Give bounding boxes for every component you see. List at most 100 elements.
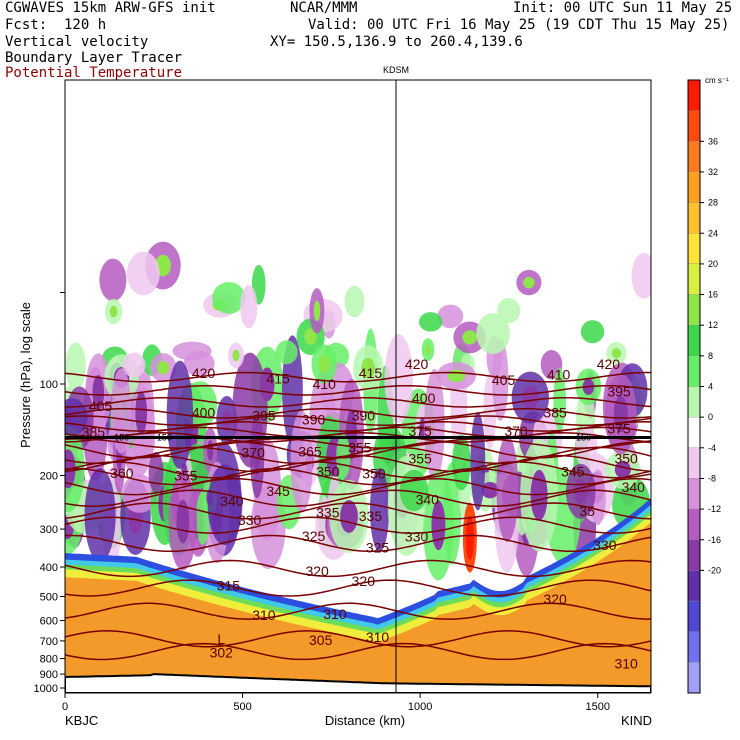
theta-label: 35 (579, 503, 595, 519)
w-cell (65, 398, 88, 436)
theta-label: 340 (622, 479, 646, 495)
theta-contour-420 (65, 371, 651, 383)
colorbar-label: 20 (708, 259, 718, 269)
colorbar-swatch (687, 600, 701, 632)
x-tick-label-3: 1500 (585, 701, 609, 713)
theta-label: 315 (217, 577, 241, 593)
theta-label: 340 (416, 492, 440, 508)
colorbar-swatch (687, 508, 701, 540)
w-cell (419, 312, 443, 332)
w-cell-core (318, 355, 330, 373)
colorbar-label: 28 (708, 198, 718, 208)
colorbar-label: 32 (708, 167, 718, 177)
theta-label: 355 (174, 468, 198, 484)
y-axis-label: Pressure (hPa), log scale (18, 302, 33, 448)
colorbar: 36 32 28 24 20 16 12 8 4 0 -4 -8 -12 -16 -20 (687, 79, 721, 694)
theta-label: 350 (316, 463, 340, 479)
theta-contour-410 (65, 396, 651, 408)
w-cell-core (109, 305, 118, 318)
w-cell (553, 368, 566, 432)
w-cell (476, 313, 510, 354)
y-tick-label-6: 700 (40, 636, 58, 648)
w-cell-core (523, 276, 535, 289)
colorbar-swatch (687, 631, 701, 663)
theta-label: 330 (405, 529, 429, 545)
theta-contour-350 (65, 467, 651, 486)
colorbar-swatch (687, 110, 701, 142)
colorbar-label: -16 (708, 535, 721, 545)
colorbar-label: -20 (708, 565, 721, 575)
terrain (65, 673, 651, 693)
theta-contour-365 (65, 446, 651, 465)
w-cell (437, 304, 464, 329)
w-cell-core (157, 361, 170, 375)
theta-contour-325 (65, 534, 651, 553)
theta-label: 310 (323, 606, 347, 622)
model-title: CGWAVES 15km ARW-GFS init (5, 0, 216, 16)
theta-label: 330 (238, 512, 262, 528)
w-cell (631, 252, 651, 299)
w-cell-core (614, 460, 631, 479)
theta-contour-360 (65, 454, 651, 473)
tropopause-label: 150 (157, 433, 172, 443)
w-cell (497, 298, 521, 324)
theta-label: 390 (352, 408, 376, 424)
colorbar-swatch (687, 416, 701, 448)
theta-label: 325 (302, 528, 326, 544)
theta-contour-400 (65, 415, 651, 426)
colorbar-label: -4 (708, 443, 716, 453)
w-cell (84, 468, 116, 562)
theta-contour-385 (65, 432, 651, 443)
y-tick-label-3: 400 (40, 562, 58, 574)
colorbar-label: -12 (708, 504, 721, 514)
theta-label: 345 (266, 483, 290, 499)
terrain-surface (65, 673, 651, 693)
theta-label: 305 (309, 632, 333, 648)
w-cell-core (304, 328, 317, 345)
w-cell (580, 320, 605, 344)
colorbar-swatch (687, 539, 701, 571)
theta-label: 420 (405, 356, 429, 372)
colorbar-swatch (687, 662, 701, 694)
w-cell (496, 435, 519, 542)
w-cell-core (176, 499, 190, 544)
theta-label: 385 (82, 424, 106, 440)
colorbar-label: -8 (708, 473, 716, 483)
theta-label: 310 (614, 655, 638, 671)
w-cell-core (462, 330, 478, 345)
colorbar-label: 16 (708, 290, 718, 300)
w-cell-core (611, 348, 622, 359)
theta-label: 345 (561, 463, 585, 479)
theta-label: 310 (366, 629, 390, 645)
theta-label: 420 (597, 356, 621, 372)
colorbar-label: 24 (708, 228, 718, 238)
colorbar-swatch (687, 263, 701, 295)
y-tick-label-9: 1000 (34, 683, 58, 695)
contour-labels: 420 415 410 415 420 405 410 420 405 400 395 390 390 4… (82, 356, 645, 671)
w-cell (172, 341, 212, 361)
colorbar-unit: cm s⁻¹ (705, 76, 729, 85)
field-name-vertical-velocity: Vertical velocity (5, 34, 149, 50)
w-cell-core (340, 500, 358, 533)
theta-contour-345 (65, 477, 651, 496)
colorbar-swatch (687, 386, 701, 418)
colorbar-swatch (687, 447, 701, 479)
cross-section-endpoints: XY= 150.5,136.9 to 260.4,139.6 (270, 34, 523, 50)
theta-contour-335 (65, 502, 651, 520)
theta-label: 405 (89, 398, 113, 414)
w-cell-core (530, 469, 548, 521)
w-cell-core (431, 500, 446, 551)
colorbar-swatch (687, 141, 701, 173)
theta-label: L (217, 631, 225, 647)
theta-label: 355 (408, 451, 432, 467)
colorbar-label: 0 (708, 412, 713, 422)
w-cell (122, 352, 146, 378)
theta-contour-415 (65, 384, 651, 396)
theta-contours (65, 371, 651, 661)
w-cell (212, 282, 246, 314)
colorbar-swatch (687, 325, 701, 357)
w-cell-core (361, 357, 375, 379)
init-time: Init: 00 UTC Sun 11 May 25 (513, 0, 733, 16)
colorbar-label: 36 (708, 136, 718, 146)
colorbar-label: 4 (708, 382, 713, 392)
